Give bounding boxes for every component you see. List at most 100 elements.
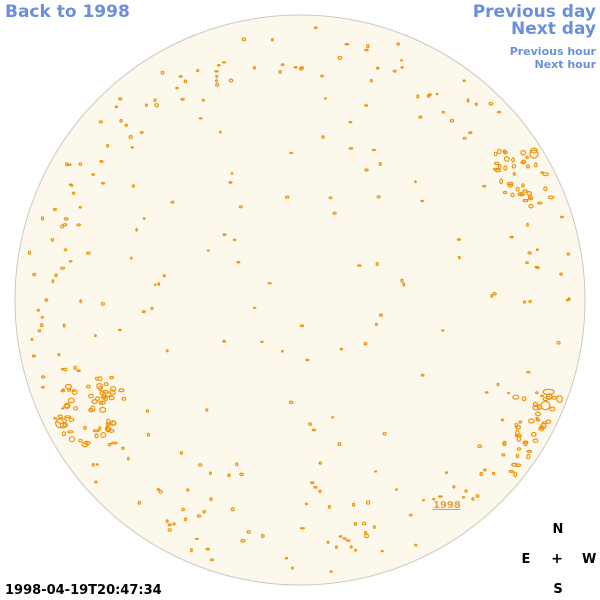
contour-mark — [515, 453, 520, 459]
contour-mark — [64, 383, 73, 390]
contour-mark — [144, 103, 148, 107]
contour-mark — [153, 283, 157, 286]
contour-mark — [462, 79, 466, 82]
contour-mark — [540, 394, 544, 398]
contour-mark — [521, 396, 527, 402]
contour-mark — [68, 436, 76, 443]
next-day-link[interactable]: Next day — [511, 19, 596, 39]
contour-mark — [538, 426, 545, 432]
contour-mark — [99, 160, 104, 164]
contour-mark — [194, 537, 199, 541]
contour-mark — [522, 300, 527, 304]
contour-mark — [167, 528, 172, 532]
next-hour-link[interactable]: Next hour — [534, 58, 597, 71]
contour-mark — [392, 69, 397, 73]
contour-mark — [515, 463, 522, 468]
contour-mark — [121, 446, 125, 451]
contour-mark — [479, 471, 484, 477]
contour-mark — [205, 547, 211, 551]
contour-mark — [241, 37, 247, 42]
contour-mark — [172, 522, 176, 526]
contour-mark — [110, 441, 118, 445]
contour-mark — [68, 417, 75, 422]
contour-mark — [527, 251, 532, 255]
contour-mark — [456, 238, 462, 241]
contour-mark — [40, 315, 44, 319]
contour-mark — [526, 449, 533, 453]
contour-mark — [511, 164, 517, 169]
contour-mark — [513, 471, 518, 478]
contour-mark — [100, 302, 106, 306]
contour-mark — [260, 533, 265, 538]
contour-mark — [109, 389, 116, 396]
contour-mark — [310, 481, 315, 485]
contour-mark — [227, 473, 231, 478]
contour-mark — [299, 527, 306, 530]
contour-mark — [72, 406, 79, 411]
contour-mark — [214, 70, 219, 73]
contour-mark — [222, 61, 227, 64]
contour-mark — [178, 75, 183, 78]
contour-mark — [60, 224, 65, 229]
contour-mark — [488, 101, 494, 106]
contour-mark — [532, 438, 539, 443]
previous-day-link[interactable]: Previous day — [472, 2, 596, 22]
contour-mark — [205, 408, 209, 412]
contour-mark — [502, 190, 508, 195]
contour-mark — [252, 65, 256, 70]
contour-mark — [73, 365, 78, 370]
contour-mark — [230, 172, 234, 175]
contour-mark — [482, 468, 487, 472]
contour-mark — [291, 566, 294, 570]
back-to-year-link[interactable]: Back to 1998 — [5, 2, 130, 22]
contour-mark — [464, 489, 468, 493]
contour-mark — [108, 395, 115, 401]
contour-mark — [345, 539, 351, 542]
contour-mark — [118, 388, 125, 393]
contour-mark — [215, 79, 219, 83]
contour-mark — [522, 189, 528, 193]
contour-mark — [215, 82, 220, 87]
contour-mark — [157, 282, 161, 286]
contour-mark — [299, 324, 305, 328]
contour-mark — [252, 306, 257, 309]
contour-mark — [126, 456, 130, 461]
contour-mark — [289, 151, 294, 155]
contour-mark — [396, 42, 401, 46]
contour-mark — [376, 195, 381, 199]
previous-hour-link[interactable]: Previous hour — [509, 45, 596, 58]
contour-mark — [55, 418, 65, 429]
contour-mark — [206, 249, 210, 252]
contour-mark — [556, 340, 561, 345]
contour-mark — [121, 396, 127, 401]
contour-mark — [83, 425, 87, 430]
contour-mark — [60, 266, 65, 270]
contour-mark — [167, 523, 172, 527]
contour-mark — [525, 261, 529, 265]
contour-mark — [202, 509, 207, 514]
contour-mark — [41, 385, 45, 389]
contour-mark — [365, 500, 371, 505]
contour-mark — [532, 404, 540, 411]
contour-mark — [198, 117, 203, 120]
contour-mark — [313, 485, 318, 489]
contour-mark — [307, 422, 313, 427]
timestamp: 1998-04-19T20:47:34 — [5, 583, 162, 598]
contour-mark — [400, 59, 404, 62]
contour-mark — [146, 432, 151, 437]
contour-mark — [371, 148, 376, 152]
contour-mark — [209, 497, 213, 502]
contour-mark — [67, 397, 75, 404]
contour-mark — [522, 440, 529, 445]
contour-mark — [180, 97, 185, 101]
contour-mark — [156, 488, 161, 491]
contour-mark — [507, 392, 511, 395]
contour-mark — [534, 411, 541, 417]
contour-mark — [466, 98, 470, 103]
contour-mark — [285, 195, 290, 199]
contour-mark — [98, 120, 103, 124]
solar-disk — [14, 14, 586, 586]
contour-mark — [219, 130, 222, 134]
contour-mark — [197, 463, 203, 467]
